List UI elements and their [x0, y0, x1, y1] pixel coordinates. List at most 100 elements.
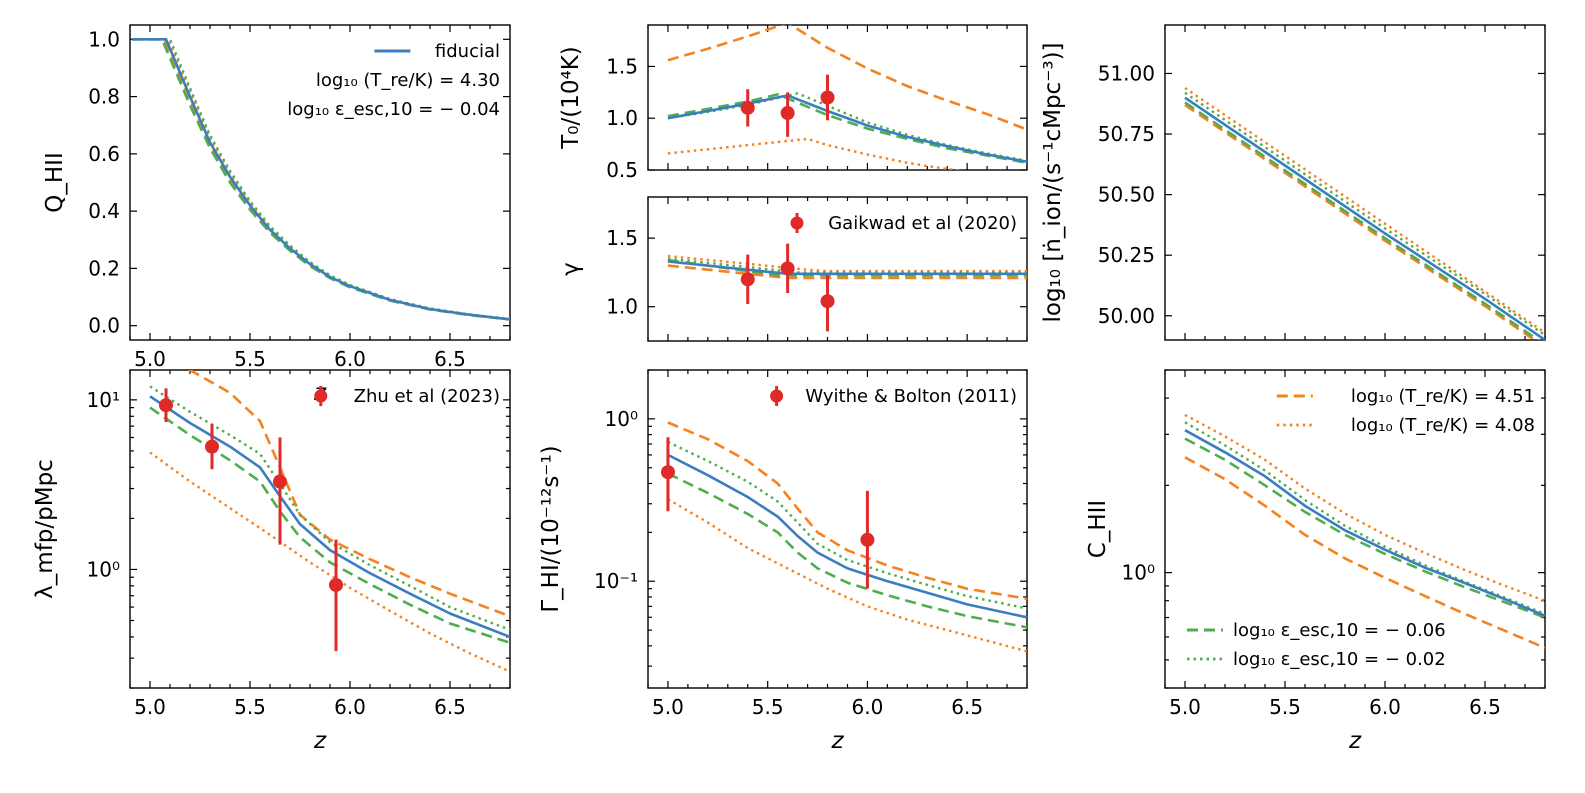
x-tick-label: 6.0	[334, 695, 366, 719]
x-tick-label: 6.5	[1469, 695, 1501, 719]
series-line-orange-dot	[667, 137, 965, 170]
data-point	[273, 474, 287, 489]
panel-T0: 0.5 1.0 1.5 T₀/(10⁴K)	[558, 24, 1028, 182]
data-point	[740, 272, 755, 287]
legend-marker	[790, 216, 804, 230]
panel-nion: 50.00 50.25 50.50 50.75 51.00 log₁₀ [ṅ_ion/(s…	[1040, 24, 1546, 341]
axes-frame	[647, 369, 1028, 689]
panel-C: 5.0 5.5 6.0 6.5 z 10⁰ C_HII log₁₀ (T_re/K) = 4.…	[1085, 369, 1546, 754]
x-tick-label: 6.5	[434, 695, 466, 719]
legend-label: log₁₀ ε_esc,10 = − 0.02	[1233, 649, 1446, 670]
legend-label: Gaikwad et al (2020)	[828, 213, 1017, 234]
x-tick-label: 5.5	[752, 695, 784, 719]
x-tick-label: 5.5	[234, 347, 266, 371]
series-line-green-dash	[1184, 101, 1541, 340]
series-line-fiducial	[667, 453, 1027, 619]
legend-marker	[314, 389, 328, 403]
series-line-green-dot	[667, 440, 1027, 610]
x-axis-label: z	[1348, 728, 1362, 754]
y-axis-label: T₀/(10⁴K)	[558, 46, 584, 150]
legend-label: fiducial	[435, 41, 500, 62]
series-line-green-dash	[132, 38, 510, 321]
x-tick-label: 5.5	[234, 695, 266, 719]
y-tick-label: 10⁻¹	[594, 569, 638, 593]
data-point	[329, 577, 343, 592]
panel-Q: 5.05.56.06.5z0.00.20.40.60.81.0Q_HIIfidu…	[42, 24, 511, 406]
y-tick-label: 50.00	[1098, 304, 1155, 328]
x-tick-label: 5.0	[134, 695, 166, 719]
legend-marker	[770, 389, 784, 403]
legend-label: Wyithe & Bolton (2011)	[805, 386, 1017, 407]
series-line-orange-dash	[667, 25, 1027, 131]
series-line-fiducial	[1184, 96, 1545, 340]
data-point	[740, 100, 755, 115]
series-line-orange-dot	[667, 498, 1027, 653]
y-tick-label: 1.5	[606, 226, 638, 250]
series-line-green-dot	[667, 257, 1027, 274]
axes-frame	[647, 196, 1028, 342]
y-tick-label: 0.4	[88, 199, 120, 223]
y-tick-label: 50.50	[1098, 183, 1155, 207]
x-tick-label: 6.0	[852, 695, 884, 719]
x-tick-label: 5.0	[652, 695, 684, 719]
y-tick-label: 0.6	[88, 142, 120, 166]
y-tick-label: 1.0	[88, 27, 120, 51]
x-tick-label: 5.0	[1169, 695, 1201, 719]
panel-gamma: 1.0 1.5 γ Gaikwad et al (2020)	[558, 196, 1028, 342]
legend-label: log₁₀ (T_re/K) = 4.08	[1351, 415, 1535, 436]
axes-frame	[129, 24, 511, 341]
legend-label: Zhu et al (2023)	[354, 386, 500, 407]
y-tick-label: 10⁰	[605, 407, 638, 431]
series-line-orange-dot	[1184, 413, 1545, 602]
legend: Wyithe & Bolton (2011)	[770, 386, 1017, 407]
data-point	[780, 106, 795, 121]
y-axis-label: Q_HII	[42, 152, 68, 212]
series-line-green-dash	[149, 406, 510, 644]
y-tick-label: 0.8	[88, 85, 120, 109]
x-tick-label: 6.0	[334, 347, 366, 371]
y-tick-label: 1.0	[606, 295, 638, 319]
legend: log₁₀ (T_re/K) = 4.51 log₁₀ (T_re/K) = 4.…	[1276, 386, 1535, 436]
y-axis-label: λ_mfp/pMpc	[32, 459, 58, 599]
x-tick-label: 6.0	[1369, 695, 1401, 719]
legend-label: log₁₀ (T_re/K) = 4.51	[1351, 386, 1535, 407]
x-tick-label: 5.0	[134, 347, 166, 371]
data-point	[780, 261, 795, 276]
data-point	[820, 294, 835, 309]
series-line-green-dot	[149, 385, 510, 632]
x-tick-label: 6.5	[951, 695, 983, 719]
y-tick-label: 1.0	[606, 106, 638, 130]
axes-frame	[1164, 369, 1546, 689]
series-line-orange-dash	[667, 421, 1027, 601]
data-point	[660, 465, 675, 480]
series-line-orange-dash	[1184, 103, 1537, 340]
series-line-fiducial	[132, 38, 510, 321]
panel-mfp: 5.0 5.5 6.0 6.5 z 10⁰ 10¹ λ_mfp/pMpc Zhu et al (…	[32, 369, 511, 754]
legend-label: log₁₀ (T_re/K) = 4.30	[316, 70, 500, 91]
y-tick-label: 0.2	[88, 256, 120, 280]
legend-label: log₁₀ ε_esc,10 = − 0.06	[1233, 620, 1446, 641]
data-point	[159, 398, 173, 413]
series-line-orange-dot	[667, 254, 1027, 273]
axes-frame	[1164, 24, 1546, 341]
axes-frame	[129, 369, 511, 689]
legend: Zhu et al (2023)	[314, 386, 500, 407]
axes-frame	[647, 24, 1028, 171]
series-line-green-dash	[667, 472, 1027, 629]
series-line-fiducial	[667, 260, 1027, 276]
y-tick-label: 50.75	[1098, 122, 1155, 146]
y-axis-label: log₁₀ [ṅ_ion/(s⁻¹cMpc⁻³)]	[1040, 42, 1066, 322]
y-tick-label: 10⁰	[1122, 561, 1155, 585]
series-line-green-dot	[1184, 421, 1545, 616]
legend: Gaikwad et al (2020)	[790, 213, 1017, 234]
series-line-orange-dash	[1184, 456, 1545, 650]
y-tick-label: 51.00	[1098, 61, 1155, 85]
data-point	[820, 90, 835, 105]
series-line-orange-dot	[149, 451, 510, 673]
legend: fiducial log₁₀ (T_re/K) = 4.30 log₁₀ ε_esc…	[287, 41, 500, 120]
data-point	[860, 532, 875, 547]
y-tick-label: 10¹	[87, 388, 120, 412]
y-tick-label: 0.0	[88, 314, 120, 338]
series-line-fiducial	[667, 94, 1027, 163]
